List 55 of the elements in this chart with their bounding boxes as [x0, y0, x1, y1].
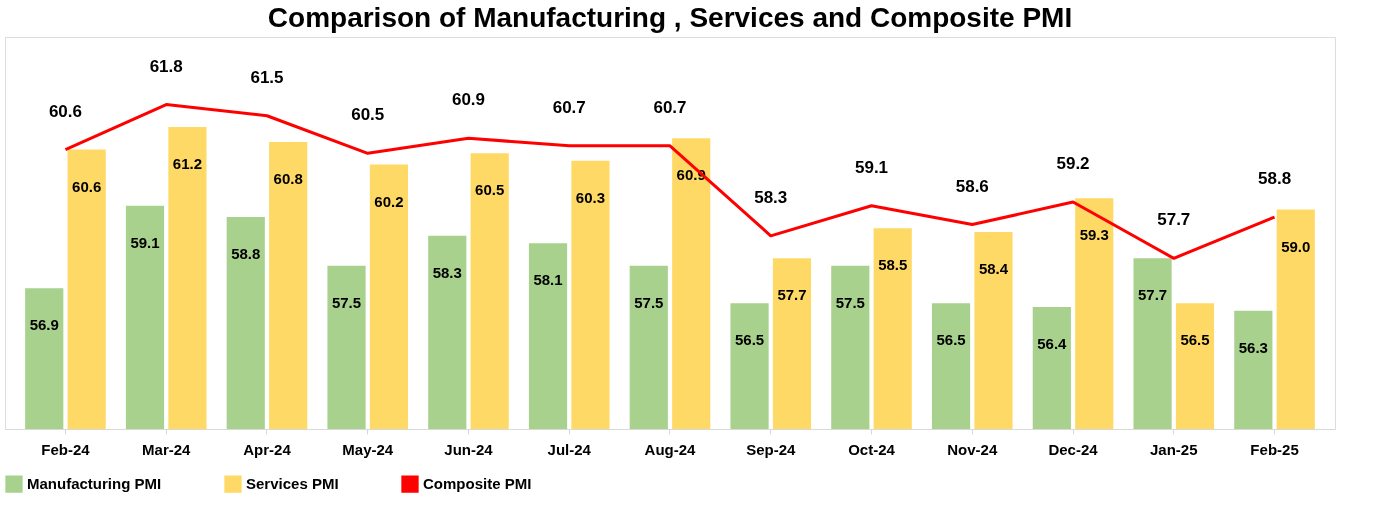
data-label: 57.5	[634, 293, 664, 311]
data-label: 60.2	[374, 192, 404, 210]
data-label: 60.7	[653, 97, 687, 117]
data-label: 58.4	[978, 260, 1009, 278]
x-tick-label: Jun-24	[444, 440, 494, 458]
data-label: 57.7	[1137, 286, 1168, 304]
data-label: 57.5	[331, 293, 362, 311]
data-label: 59.2	[1056, 154, 1090, 174]
data-label: 60.5	[475, 181, 505, 199]
data-label: 56.5	[1180, 331, 1210, 349]
data-label: 57.7	[1157, 210, 1191, 230]
data-label: 59.3	[1079, 226, 1109, 244]
data-label: 60.6	[72, 177, 102, 195]
data-label: 56.5	[936, 331, 966, 349]
x-tick-label: Nov-24	[947, 440, 998, 458]
data-label: 58.1	[533, 271, 563, 289]
x-tick-label: Aug-24	[644, 440, 697, 458]
data-label: 59.1	[854, 157, 889, 177]
data-label: 60.6	[48, 101, 82, 121]
legend-label: Services PMI	[246, 475, 339, 493]
data-label: 56.9	[29, 316, 59, 334]
x-tick-label: May-24	[342, 440, 394, 458]
x-tick-label: Oct-24	[848, 440, 896, 458]
x-tick-label: Jul-24	[547, 440, 592, 458]
data-label: 61.2	[172, 155, 203, 173]
data-label: 57.5	[835, 293, 865, 311]
data-label: 60.8	[273, 170, 303, 188]
data-label: 58.5	[878, 256, 908, 274]
data-label: 60.3	[575, 188, 606, 206]
x-tick-label: Feb-24	[41, 440, 91, 458]
x-tick-label: Sep-24	[746, 440, 796, 458]
data-label: 56.5	[734, 331, 765, 349]
x-tick-label: Apr-24	[243, 440, 292, 458]
data-label: 60.9	[451, 90, 486, 110]
data-label: 59.0	[1281, 237, 1311, 255]
x-tick-label: Feb-25	[1250, 440, 1299, 458]
data-label: 60.5	[351, 105, 385, 125]
data-label: 58.8	[1258, 169, 1292, 189]
data-label: 61.8	[149, 56, 183, 76]
chart-title: Comparison of Manufacturing , Services and Composite PMI	[267, 2, 1073, 33]
x-tick-label: Dec-24	[1048, 440, 1099, 458]
data-label: 58.6	[955, 176, 989, 196]
data-label: 59.1	[130, 233, 160, 251]
data-label: 56.4	[1037, 335, 1068, 353]
data-label: 56.3	[1238, 338, 1268, 356]
data-label: 58.3	[432, 263, 462, 281]
data-label: 58.3	[754, 187, 788, 207]
legend-label: Manufacturing PMI	[27, 475, 162, 493]
data-label: 58.8	[231, 245, 261, 263]
data-label: 57.7	[777, 286, 807, 304]
data-label: 61.5	[250, 67, 284, 87]
x-tick-label: Jan-25	[1150, 440, 1198, 458]
legend-label: Composite PMI	[423, 475, 532, 493]
data-label: 60.7	[552, 97, 586, 117]
x-tick-label: Mar-24	[142, 440, 192, 458]
